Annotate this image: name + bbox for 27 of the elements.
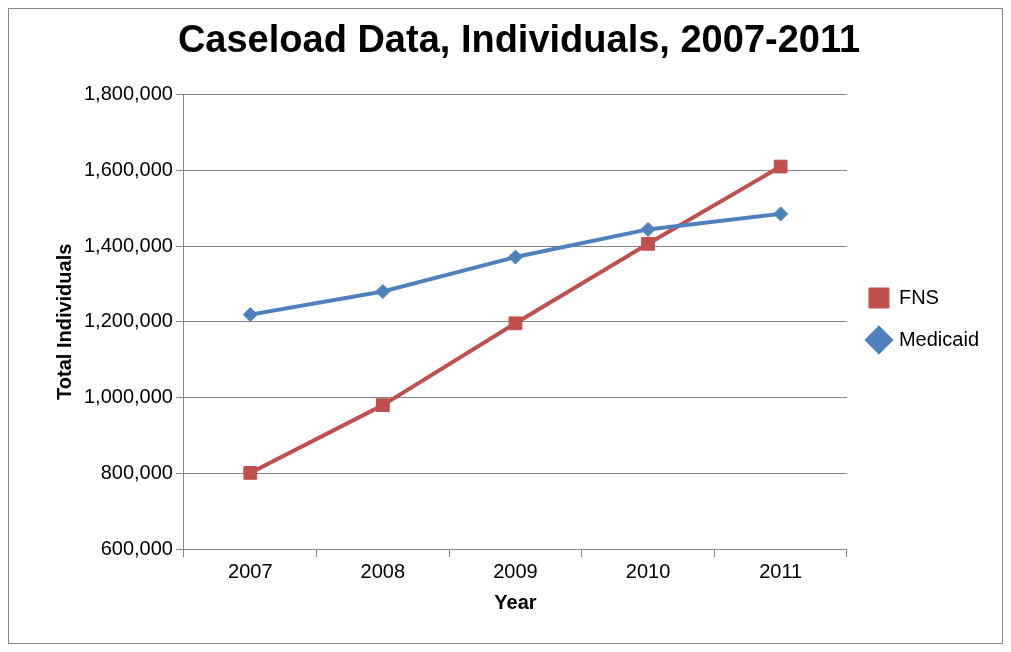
x-tick-label: 2009 <box>493 559 538 582</box>
point <box>773 159 788 174</box>
chart-title: Caseload Data, Individuals, 2007-2011 <box>177 18 861 61</box>
legend-label: FNS <box>898 285 939 308</box>
point <box>242 307 258 323</box>
y-tick-label: 1,600,000 <box>83 157 173 180</box>
point <box>641 236 655 251</box>
point <box>508 316 523 331</box>
x-tick-label: 2007 <box>228 559 273 582</box>
point <box>376 398 390 412</box>
y-tick-label: 1,000,000 <box>83 385 173 408</box>
y-tick-label: 600,000 <box>100 536 173 559</box>
point <box>507 249 523 265</box>
y-tick-label: 1,200,000 <box>83 309 173 332</box>
point <box>640 221 656 237</box>
point <box>375 284 391 300</box>
y-tick-label: 1,800,000 <box>83 82 173 105</box>
x-tick-label: 2008 <box>360 559 406 582</box>
y-axis-title: Total Individuals <box>52 243 75 400</box>
point <box>243 466 258 480</box>
y-tick-label: 800,000 <box>100 460 173 483</box>
legend-label: Medicaid <box>898 327 980 350</box>
x-tick-label: 2010 <box>625 559 671 582</box>
y-tick-label: 1,400,000 <box>83 233 173 256</box>
x-axis-title: Year <box>494 590 537 613</box>
point <box>773 206 789 222</box>
x-tick-label: 2011 <box>759 559 803 582</box>
